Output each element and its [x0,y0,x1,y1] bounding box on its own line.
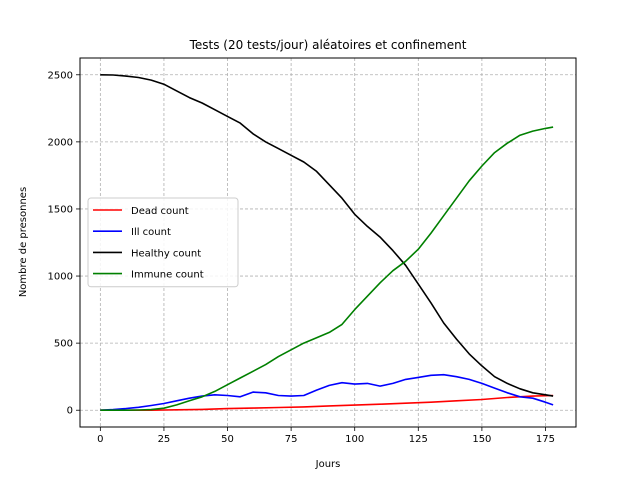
y-tick-label: 2500 [48,70,73,81]
x-tick-label: 150 [472,434,491,445]
x-axis-ticks: 0 25 50 75 100 125 150 175 [97,427,555,445]
x-tick-label: 25 [158,434,171,445]
series-line-ill-count [100,373,554,411]
legend-label: Dead count [131,206,189,217]
x-tick-label: 125 [409,434,428,445]
series-lines [100,74,554,412]
y-tick-label: 500 [54,339,73,350]
series-line-immune-count [100,126,554,412]
x-tick-label: 75 [285,434,298,445]
y-tick-label: 2000 [48,137,73,148]
x-tick-label: 0 [97,434,103,445]
x-axis-title: Jours [315,459,341,470]
y-tick-label: 0 [67,406,73,417]
chart-title: Tests (20 tests/jour) aléatoires et conf… [189,38,467,52]
legend-box [87,197,239,288]
y-tick-label: 1500 [48,204,73,215]
x-tick-label: 100 [345,434,364,445]
legend: Dead count Ill count Healthy count Immune c… [87,197,239,288]
series-line-dead-count [100,394,554,412]
legend-label: Ill count [131,227,171,238]
x-tick-label: 50 [221,434,234,445]
y-axis-title: Nombre de presonnes [18,187,29,297]
legend-label: Healthy count [131,248,201,259]
series-line-healthy-count [100,74,554,397]
plot-frame [79,57,577,428]
y-axis-ticks: 0 500 1000 1500 2000 2500 [48,70,80,417]
legend-label: Immune count [131,270,204,281]
y-tick-label: 1000 [48,272,73,283]
x-tick-label: 175 [536,434,555,445]
